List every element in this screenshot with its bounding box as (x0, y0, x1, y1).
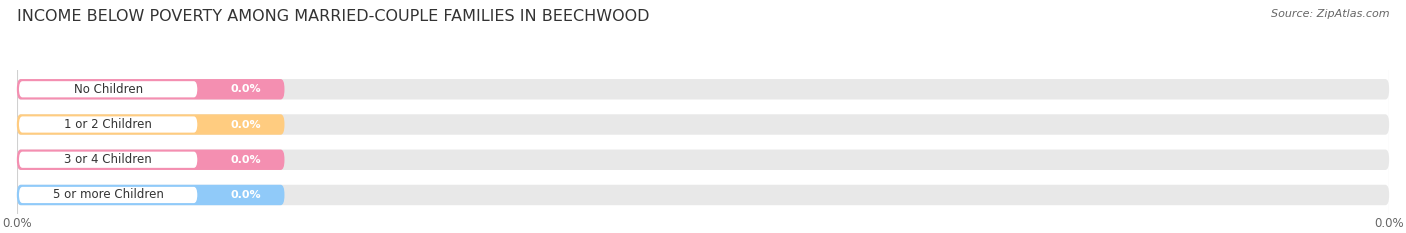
FancyBboxPatch shape (17, 150, 1389, 170)
Text: No Children: No Children (73, 83, 142, 96)
FancyBboxPatch shape (18, 81, 197, 97)
FancyBboxPatch shape (18, 116, 197, 133)
FancyBboxPatch shape (17, 185, 1389, 205)
FancyBboxPatch shape (17, 150, 284, 170)
Text: Source: ZipAtlas.com: Source: ZipAtlas.com (1271, 9, 1389, 19)
FancyBboxPatch shape (17, 114, 1389, 135)
FancyBboxPatch shape (18, 152, 197, 168)
FancyBboxPatch shape (17, 185, 284, 205)
FancyBboxPatch shape (17, 114, 284, 135)
Text: 0.0%: 0.0% (231, 120, 262, 130)
Text: INCOME BELOW POVERTY AMONG MARRIED-COUPLE FAMILIES IN BEECHWOOD: INCOME BELOW POVERTY AMONG MARRIED-COUPL… (17, 9, 650, 24)
Text: 0.0%: 0.0% (231, 190, 262, 200)
FancyBboxPatch shape (17, 79, 1389, 99)
FancyBboxPatch shape (17, 79, 284, 99)
Text: 5 or more Children: 5 or more Children (52, 188, 163, 202)
Text: 3 or 4 Children: 3 or 4 Children (65, 153, 152, 166)
Text: 0.0%: 0.0% (231, 84, 262, 94)
Text: 0.0%: 0.0% (231, 155, 262, 165)
Text: 1 or 2 Children: 1 or 2 Children (65, 118, 152, 131)
FancyBboxPatch shape (18, 187, 197, 203)
